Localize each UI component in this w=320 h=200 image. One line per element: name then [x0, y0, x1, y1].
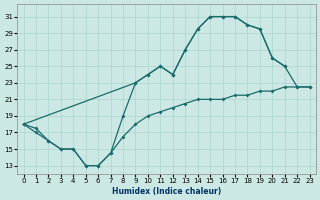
X-axis label: Humidex (Indice chaleur): Humidex (Indice chaleur) — [112, 187, 221, 196]
